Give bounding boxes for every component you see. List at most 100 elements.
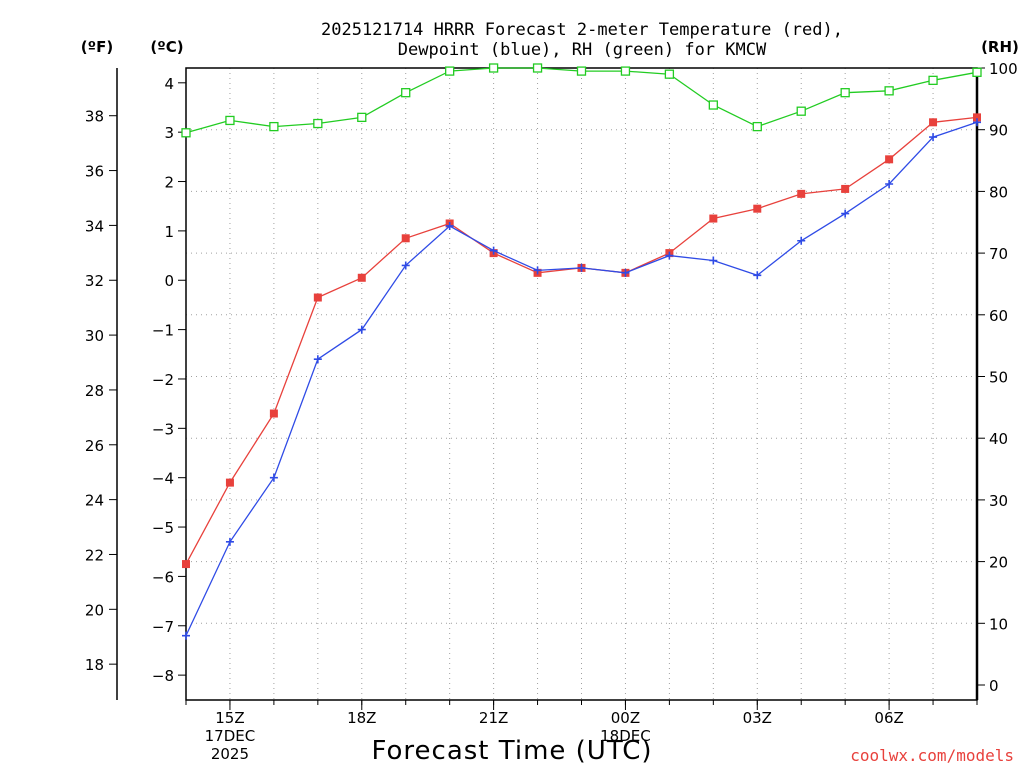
series-temperature-line [185, 116, 978, 565]
series-rh-point [708, 100, 718, 110]
fahrenheit-tick-label: 20 [85, 601, 104, 619]
fahrenheit-tick-label: 26 [85, 437, 104, 455]
fahrenheit-tick-label: 30 [85, 327, 104, 345]
series-rh-point [532, 63, 543, 73]
series-temperature-point [182, 560, 190, 569]
celsius-tick-label: −1 [152, 322, 174, 340]
series-dewpoint-point [665, 251, 674, 260]
celsius-tick-label: −7 [152, 618, 174, 636]
celsius-tick-label: −2 [152, 371, 174, 389]
x-tick-label: 18DEC [600, 727, 651, 745]
series-dewpoint-point [357, 325, 366, 334]
x-tick-label: 17DEC [205, 727, 256, 745]
rh-tick-label: 100 [989, 60, 1018, 78]
series-temperature-point [885, 155, 894, 164]
series-dewpoint-point [753, 271, 762, 280]
celsius-tick-label: −5 [152, 519, 174, 537]
series-layer [181, 63, 982, 640]
series-temperature-point [929, 118, 938, 127]
celsius-tick-label: 0 [164, 272, 174, 290]
series-dewpoint-point [445, 221, 454, 230]
fahrenheit-tick-label: 36 [85, 163, 104, 181]
rh-tick-label: 80 [989, 183, 1008, 201]
rh-tick-label: 20 [989, 554, 1008, 572]
series-dewpoint-point [313, 355, 322, 364]
x-axis-title: Forecast Time (UTC) [371, 736, 652, 766]
series-temperature-point [973, 113, 981, 122]
celsius-tick-label: 2 [164, 174, 174, 192]
gridlines [186, 68, 977, 700]
series-rh-point [488, 63, 499, 73]
series-dewpoint-point [489, 246, 498, 255]
celsius-unit-label: (ºC) [150, 38, 183, 56]
celsius-tick-label: −4 [152, 470, 174, 488]
fahrenheit-tick-label: 32 [85, 272, 104, 290]
series-temperature-point [797, 189, 806, 198]
series-rh-point [884, 86, 894, 96]
series-dewpoint-point [533, 266, 542, 275]
fahrenheit-tick-label: 34 [85, 217, 104, 235]
rh-tick-label: 70 [989, 245, 1008, 263]
series-rh-point [445, 66, 455, 76]
series-dewpoint-point [269, 473, 278, 482]
series-rh-point [181, 128, 191, 138]
series-temperature-point [269, 409, 278, 418]
fahrenheit-tick-label: 28 [85, 382, 104, 400]
fahrenheit-tick-label: 38 [85, 108, 104, 126]
series-rh-point [840, 88, 850, 98]
x-tick-label: 03Z [743, 709, 772, 727]
x-tick-label: 15Z [215, 709, 244, 727]
series-rh-point [357, 112, 367, 123]
series-rh-point [225, 115, 235, 126]
series-temperature-point [225, 478, 234, 487]
series-dewpoint-point [577, 263, 586, 272]
x-tick-label: 06Z [874, 709, 903, 727]
series-dewpoint-point [797, 236, 806, 245]
celsius-tick-label: −3 [152, 420, 174, 438]
fahrenheit-tick-label: 18 [85, 656, 104, 674]
x-tick-label: 18Z [347, 709, 376, 727]
fahrenheit-tick-label: 22 [85, 546, 104, 564]
series-dewpoint-point [401, 261, 410, 270]
chart-title-line-2: Dewpoint (blue), RH (green) for KMCW [398, 40, 767, 60]
series-temperature-point [313, 293, 322, 302]
chart-title-line-1: 2025121714 HRRR Forecast 2-meter Tempera… [321, 20, 843, 40]
series-temperature-point [357, 273, 366, 282]
series-rh-point [401, 88, 411, 98]
axes [109, 67, 985, 710]
series-rh-point [796, 106, 806, 116]
series-rh-point [313, 118, 323, 129]
celsius-tick-label: 4 [164, 75, 174, 93]
series-rh-point [664, 69, 675, 79]
rh-tick-label: 50 [989, 369, 1008, 387]
series-dewpoint-point [885, 179, 894, 188]
celsius-tick-label: −8 [152, 667, 174, 685]
series-temperature-point [709, 214, 718, 223]
tick-labels: −8−7−6−5−4−3−2−1012341820222426283032343… [85, 60, 1018, 763]
series-rh-point [972, 67, 982, 77]
series-rh-point [752, 121, 762, 132]
celsius-tick-label: 3 [164, 124, 174, 142]
rh-tick-label: 60 [989, 307, 1008, 325]
celsius-tick-label: 1 [164, 223, 174, 241]
series-dewpoint-point [621, 268, 630, 277]
rh-tick-label: 90 [989, 122, 1008, 140]
rh-tick-label: 30 [989, 492, 1008, 510]
celsius-tick-label: −6 [152, 568, 174, 586]
series-rh-point [620, 66, 631, 76]
series-rh-point [269, 121, 279, 132]
series-dewpoint-point [841, 209, 850, 218]
rh-unit-label: (RH) [981, 38, 1019, 56]
series-dewpoint-point [225, 537, 234, 546]
series-dewpoint-point [182, 631, 190, 640]
series-dewpoint-point [973, 118, 981, 127]
series-temperature-point [401, 234, 410, 243]
credit-label: coolwx.com/models [850, 746, 1014, 765]
series-temperature-point [753, 204, 762, 213]
rh-tick-label: 40 [989, 430, 1008, 448]
rh-tick-label: 0 [989, 677, 999, 695]
series-rh-point [928, 75, 938, 85]
x-tick-label: 00Z [611, 709, 640, 727]
x-tick-label: 21Z [479, 709, 508, 727]
